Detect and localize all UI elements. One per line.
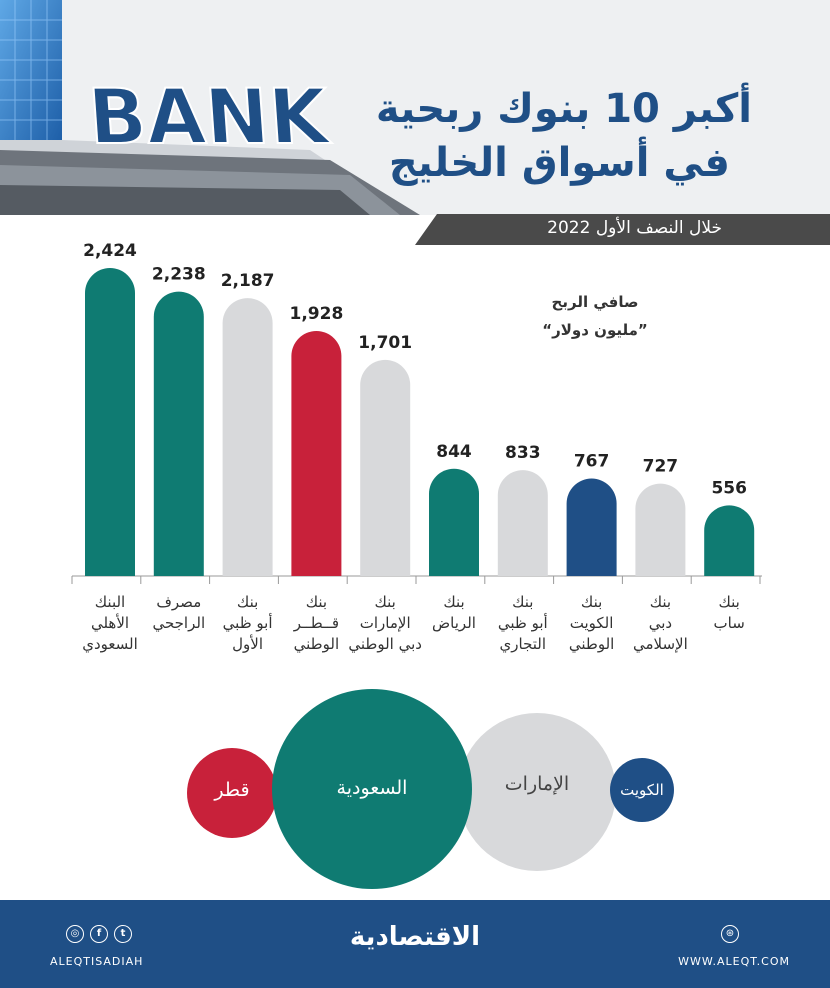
category-label-line: السعودي (82, 635, 138, 653)
bar-7 (497, 470, 548, 576)
globe-icon: ⊛ (721, 925, 739, 943)
bubble-uae (458, 713, 616, 871)
bubble-saudi (272, 689, 472, 889)
category-label-line: الأول (232, 635, 264, 653)
category-label-line: بنك (580, 593, 603, 611)
category-label-line: قــطــر (293, 614, 340, 632)
bar-chart: 2,424 2,238 2,187 1,928 1,701 844 833 767 727 556 (71, 241, 762, 584)
category-label-line: البنك (94, 593, 126, 611)
footer-bar (0, 900, 830, 988)
bar-5 (360, 359, 411, 576)
category-label-line: الراجحي (152, 614, 206, 632)
bubble-saudi-label: السعودية (336, 777, 408, 799)
bubble-kuwait (610, 758, 674, 822)
category-label: بنك الرياض (414, 592, 494, 634)
title-line-2: في أسواق الخليج (388, 140, 730, 186)
category-label-line: الأهلي (90, 614, 130, 632)
category-label: البنك الأهلي السعودي (70, 592, 150, 655)
category-label-line: بنك (512, 593, 534, 611)
bar-value-label: 2,187 (221, 271, 275, 291)
category-label-line: مصرف (156, 593, 202, 611)
category-label-line: الإسلامي (633, 635, 688, 653)
category-label-line: دبي (648, 614, 673, 632)
bank-building-illustration: BANK (0, 0, 420, 215)
category-label-line: الإمارات (359, 614, 411, 632)
category-label-line: أبو ظبي (222, 614, 273, 632)
bar-value-label: 727 (643, 457, 679, 477)
category-label-line: الوطني (293, 635, 340, 653)
period-label: خلال النصف الأول 2022 (547, 218, 722, 238)
bar-value-label: 844 (436, 442, 472, 462)
category-label-line: الوطني (568, 635, 615, 653)
twitter-icon[interactable]: t (114, 925, 132, 943)
bubble-uae-label: الإمارات (504, 773, 570, 795)
category-label-line: التجاري (499, 635, 547, 653)
bar-value-label: 556 (711, 478, 747, 498)
category-label-line: أبو ظبي (497, 614, 548, 632)
bar-value-label: 2,424 (83, 241, 137, 261)
social-handle[interactable]: ALEQTISADIAH (50, 955, 144, 968)
category-label: بنك دبي الإسلامي (620, 592, 700, 655)
bar-value-label: 833 (505, 443, 541, 463)
bubble-qatar-label: قطر (214, 779, 250, 801)
unit-label-line-2: ”مليون دولار“ (542, 321, 648, 339)
unit-label-line-1: صافي الربح (551, 293, 639, 311)
category-label: بنك الكويت الوطني (552, 592, 632, 655)
bar-8 (566, 478, 617, 576)
bar-6 (429, 468, 479, 576)
period-banner (415, 214, 830, 245)
category-label: بنك ساب (689, 592, 769, 634)
category-label: بنك أبو ظبي التجاري (483, 592, 563, 655)
category-label: مصرف الراجحي (139, 592, 219, 634)
category-label-line: دبي الوطني (348, 635, 422, 653)
bar-value-label: 2,238 (152, 265, 206, 285)
instagram-icon[interactable]: ◎ (66, 925, 84, 943)
category-label: بنك أبو ظبي الأول (208, 592, 288, 655)
facebook-icon[interactable]: f (90, 925, 108, 943)
bar-10 (704, 505, 755, 576)
bubble-qatar (187, 748, 277, 838)
category-label-line: الكويت (569, 614, 614, 632)
bar-4 (291, 331, 342, 576)
website-link[interactable]: WWW.ALEQT.COM (678, 955, 790, 968)
category-label-line: بنك (305, 593, 328, 611)
category-label-line: بنك (236, 593, 259, 611)
header-banner: BANK (0, 0, 830, 215)
title-line-1: أكبر 10 بنوك ربحية (375, 86, 752, 132)
bar-3 (222, 298, 273, 576)
category-label-line: بنك (443, 593, 465, 611)
brand-logo: الاقتصادية (349, 922, 481, 952)
category-label: بنك قــطــر الوطني (276, 592, 356, 655)
bar-value-label: 1,928 (290, 304, 344, 324)
bar-9 (635, 483, 686, 576)
bar-1 (85, 268, 135, 576)
category-label-line: ساب (713, 614, 745, 632)
bubble-kuwait-label: الكويت (620, 781, 664, 799)
bar-value-label: 767 (574, 452, 610, 472)
category-label-line: الرياض (432, 614, 476, 632)
category-label-line: بنك (374, 593, 396, 611)
bank-sign-text: BANK (85, 72, 333, 161)
bar-2 (153, 291, 204, 576)
bar-value-label: 1,701 (358, 333, 412, 353)
category-label-line: بنك (649, 593, 672, 611)
category-label-line: بنك (718, 593, 740, 611)
category-label: بنك الإمارات دبي الوطني (345, 592, 425, 655)
